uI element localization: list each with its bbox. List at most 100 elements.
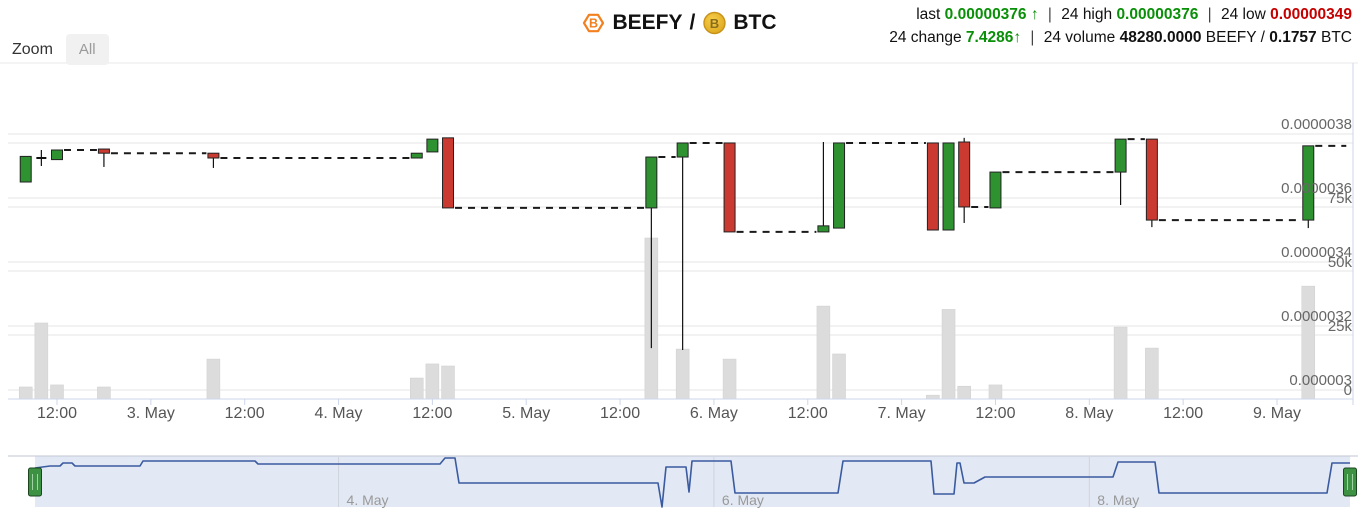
high-label: 24 high: [1061, 6, 1113, 23]
volume-bar[interactable]: [675, 348, 690, 400]
candle-down[interactable]: [442, 137, 455, 209]
x-axis-label: 4. May: [315, 405, 363, 422]
beefy-icon-glyph: B: [589, 17, 598, 31]
candle-up[interactable]: [989, 171, 1002, 209]
navigator-mask[interactable]: [35, 456, 1350, 507]
volume-bar[interactable]: [18, 386, 33, 400]
price-axis-label: 0.0000038: [1281, 116, 1352, 133]
x-axis-label: 3. May: [127, 405, 175, 422]
volume-bar[interactable]: [425, 363, 440, 400]
x-axis-label: 12:00: [1163, 405, 1203, 422]
x-axis-label: 5. May: [502, 405, 550, 422]
btc-coin-icon: B: [703, 11, 726, 35]
candle-up[interactable]: [942, 142, 955, 231]
candle-down[interactable]: [97, 148, 110, 154]
market-stats: last 0.00000376 ↑ | 24 high 0.00000376 |…: [889, 3, 1352, 49]
last-price: 0.00000376: [944, 6, 1027, 23]
candle-up[interactable]: [817, 225, 830, 233]
price-axis-label: 0.0000034: [1281, 244, 1352, 261]
x-axis-label: 12:00: [37, 405, 77, 422]
stats-line-1: last 0.00000376 ↑ | 24 high 0.00000376 |…: [889, 3, 1352, 26]
price-axis-label: 0.0000036: [1281, 180, 1352, 197]
x-axis-label: 12:00: [412, 405, 452, 422]
navigator-axis-label: 4. May: [347, 492, 389, 508]
volume-bar[interactable]: [409, 377, 424, 400]
chart-plot-area[interactable]: [8, 63, 1353, 399]
volume-value: 48280.0000: [1119, 29, 1202, 46]
candle-up[interactable]: [645, 156, 658, 209]
navigator-axis-label: 8. May: [1097, 492, 1139, 508]
zoom-all-button[interactable]: All: [65, 34, 109, 65]
candle-down[interactable]: [926, 142, 939, 231]
stats-separator: |: [1207, 6, 1212, 23]
volume-axis-label: 0: [1344, 382, 1352, 399]
change-value: 7.4286: [965, 29, 1014, 46]
volume-bar[interactable]: [941, 309, 956, 400]
volume-label: 24 volume: [1043, 29, 1116, 46]
volume-bar[interactable]: [1113, 326, 1128, 400]
volume-bar[interactable]: [1145, 347, 1159, 400]
x-axis-label: 9. May: [1253, 405, 1301, 422]
stats-separator: |: [1047, 6, 1052, 23]
pair-title: B BEEFY / B BTC: [581, 11, 777, 35]
candle-up[interactable]: [833, 142, 846, 229]
candle-up[interactable]: [676, 142, 689, 158]
volume-bar[interactable]: [34, 322, 49, 400]
zoom-label: Zoom: [12, 40, 53, 58]
candle-up[interactable]: [410, 152, 423, 159]
volume-base-unit: BEEFY: [1205, 29, 1257, 46]
beefy-coin-icon: B: [582, 13, 605, 33]
navigator-handle-right[interactable]: [1343, 467, 1357, 497]
candle-up[interactable]: [1114, 138, 1127, 173]
candle-down[interactable]: [1145, 138, 1158, 221]
navigator-series-line: [34, 457, 1350, 508]
pair-separator: /: [689, 11, 696, 34]
navigator-handle-left[interactable]: [28, 467, 42, 497]
candle-up[interactable]: [1302, 145, 1315, 221]
x-axis-label: 7. May: [878, 405, 926, 422]
volume-bar[interactable]: [50, 384, 64, 400]
stats-line-2: 24 change 7.4286↑ | 24 volume 48280.0000…: [889, 26, 1352, 49]
volume-quote-unit: BTC: [1321, 29, 1352, 46]
volume-bar[interactable]: [988, 384, 1003, 400]
candle-down[interactable]: [723, 142, 736, 233]
low-label: 24 low: [1220, 6, 1266, 23]
volume-bar[interactable]: [926, 394, 940, 400]
stats-separator: |: [1030, 29, 1035, 46]
last-label: last: [916, 6, 941, 23]
change-label: 24 change: [889, 29, 962, 46]
high-value: 0.00000376: [1116, 6, 1199, 23]
up-arrow-icon: ↑: [1013, 29, 1022, 46]
unit-separator: /: [1260, 29, 1265, 46]
volume-bar[interactable]: [441, 365, 455, 400]
candle-up[interactable]: [426, 138, 439, 153]
up-arrow-icon: ↑: [1030, 6, 1039, 23]
low-value: 0.00000349: [1270, 6, 1352, 23]
pair-base: BEEFY: [612, 11, 683, 34]
volume-axis-label: 75k: [1328, 190, 1353, 207]
volume-bar[interactable]: [957, 385, 971, 400]
x-axis-label: 6. May: [690, 405, 738, 422]
x-axis-label: 12:00: [788, 405, 828, 422]
volume-axis-label: 25k: [1328, 318, 1353, 335]
candle-up[interactable]: [19, 155, 32, 183]
candle-up[interactable]: [51, 149, 63, 161]
navigator-axis-label: 6. May: [722, 492, 764, 508]
x-axis-label: 12:00: [600, 405, 640, 422]
volume-quote-value: 0.1757: [1269, 29, 1317, 46]
volume-bar[interactable]: [97, 386, 111, 400]
volume-axis-label: 50k: [1328, 254, 1353, 271]
volume-bar[interactable]: [816, 305, 831, 400]
candle-down[interactable]: [958, 141, 971, 208]
price-axis-label: 0.000003: [1289, 372, 1352, 389]
volume-bar[interactable]: [832, 353, 846, 400]
x-axis-label: 8. May: [1065, 405, 1113, 422]
volume-bar[interactable]: [722, 358, 737, 400]
volume-bar[interactable]: [206, 358, 221, 400]
btc-icon-glyph: B: [710, 16, 719, 31]
zoom-controls: Zoom All: [12, 34, 109, 65]
candle-down[interactable]: [207, 152, 220, 159]
pair-quote: BTC: [733, 11, 777, 34]
x-axis-label: 12:00: [975, 405, 1015, 422]
